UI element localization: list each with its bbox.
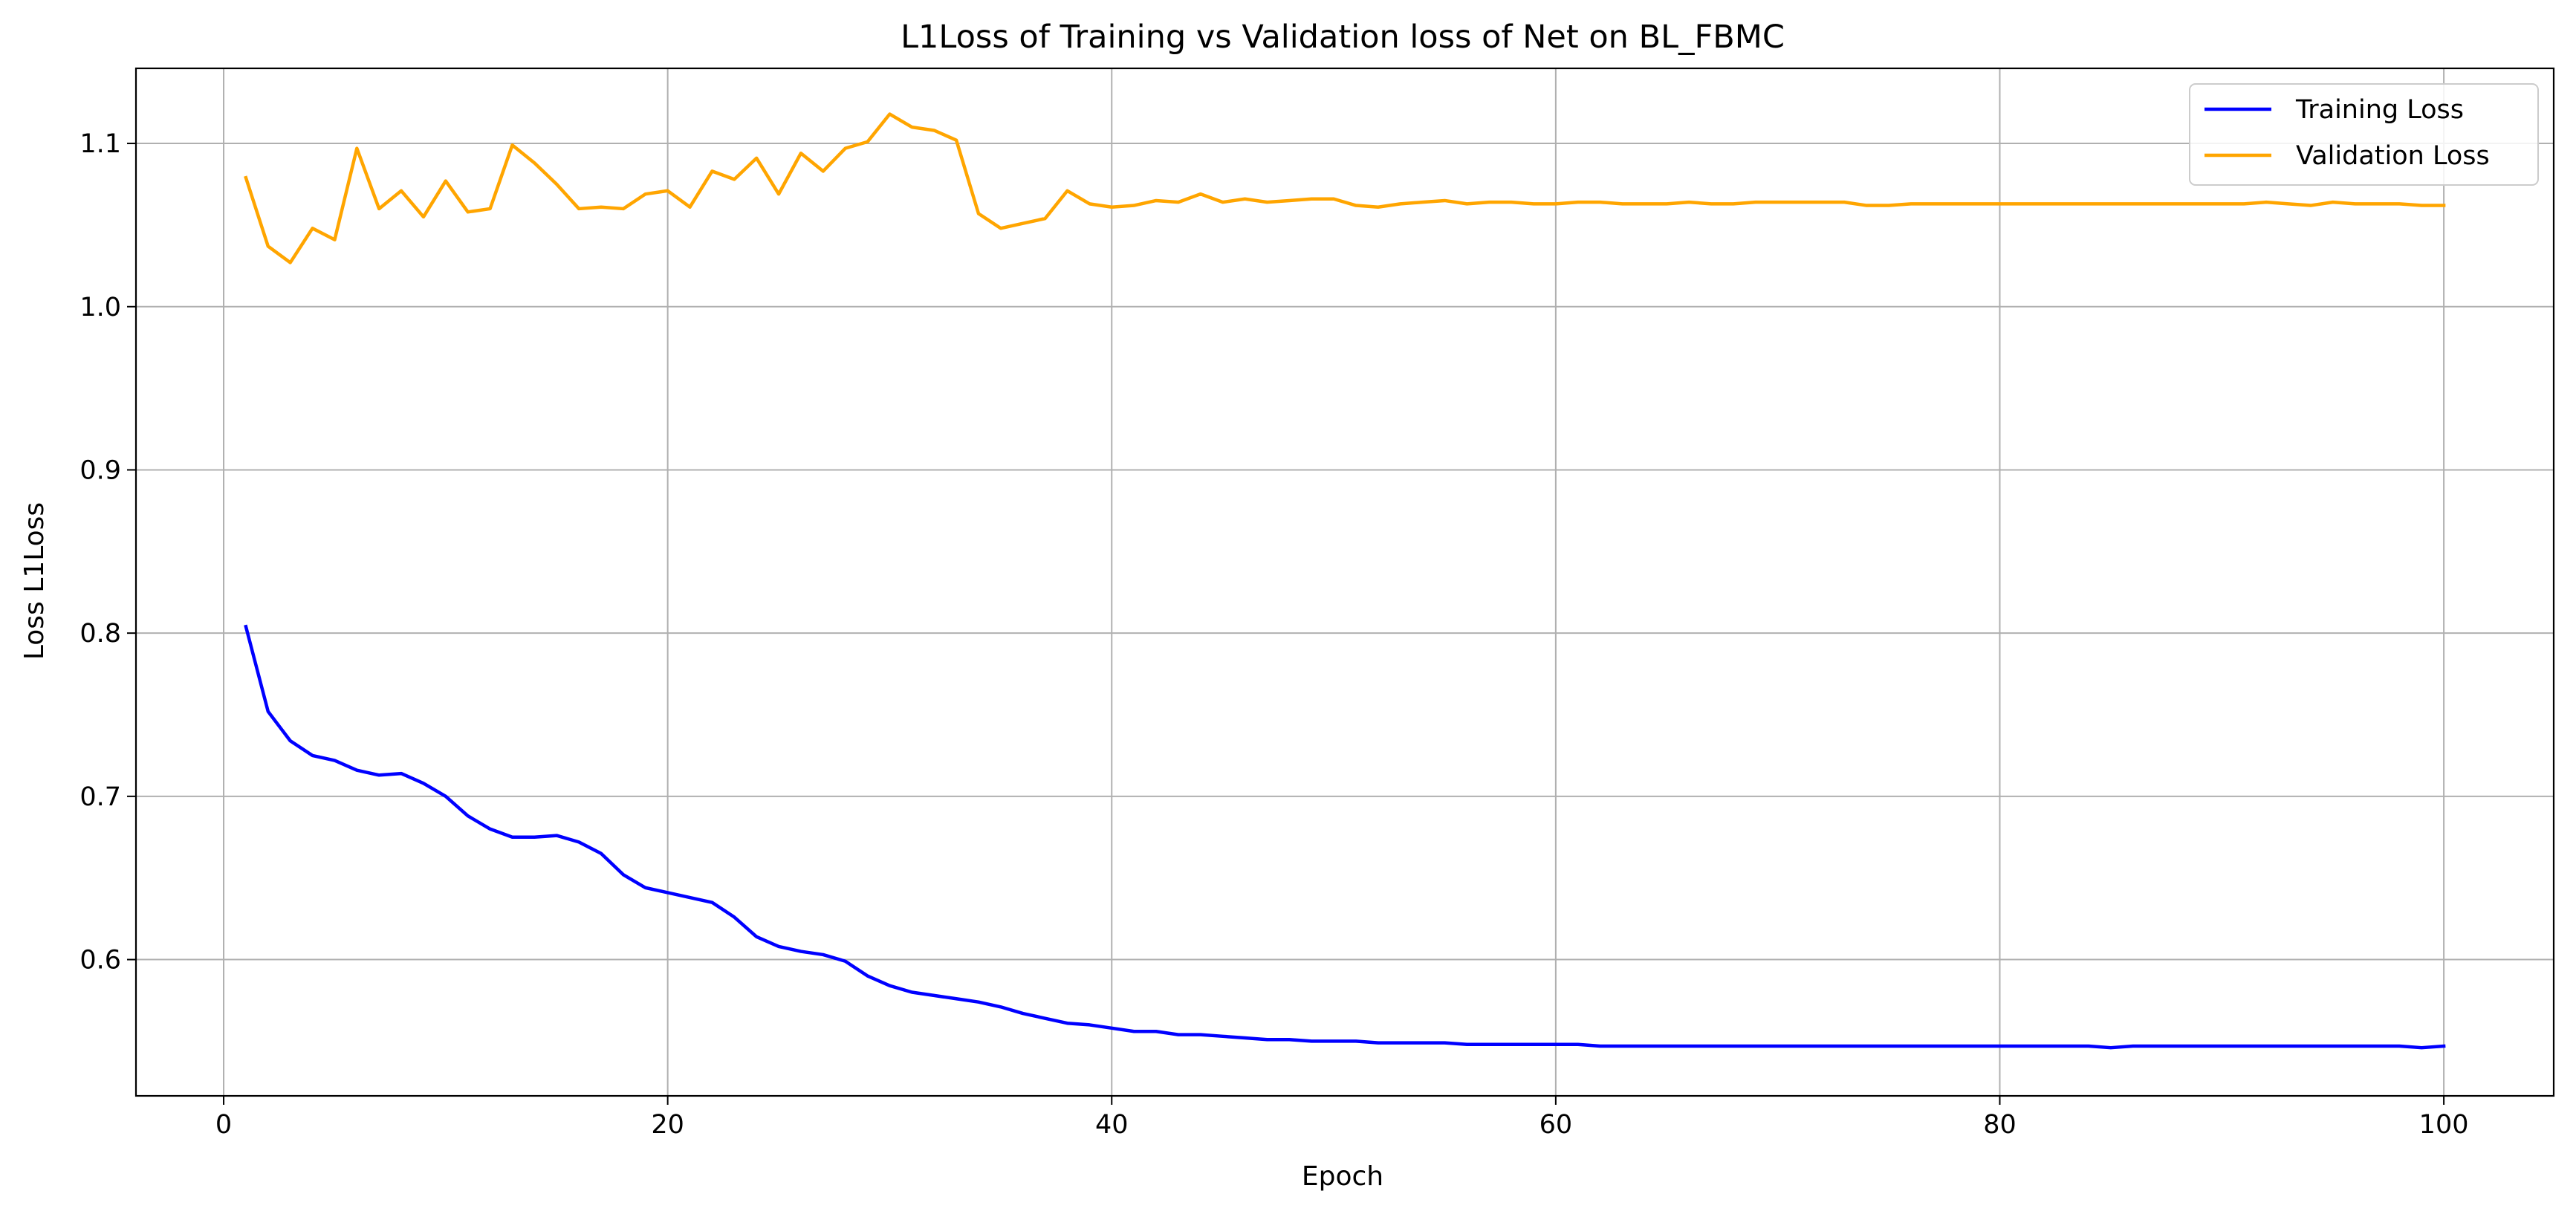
x-tick-label: 60: [1540, 1110, 1573, 1140]
y-axis-label: Loss L1Loss: [19, 502, 50, 660]
y-tick-label: 0.8: [80, 619, 121, 649]
x-tick-label: 40: [1095, 1110, 1129, 1140]
x-tick-label: 100: [2419, 1110, 2469, 1140]
y-tick-label: 1.1: [80, 129, 121, 159]
series-line-validation-loss: [244, 112, 2446, 264]
x-tick-label: 20: [651, 1110, 684, 1140]
plot-frame: [134, 67, 2555, 1097]
series-lines: [244, 112, 2446, 1050]
y-tick-label: 0.9: [80, 455, 121, 485]
legend-label-training-loss: Training Loss: [2295, 95, 2464, 125]
axis-ticks: 0 20 40 60 80 100 0.6 0.7 0.8 0.9 1.0 1.1: [80, 129, 2468, 1140]
legend: Training Loss Validation Loss: [2189, 83, 2539, 186]
x-tick-label: 80: [1983, 1110, 2017, 1140]
y-tick-label: 0.7: [80, 782, 121, 812]
y-tick-label: 0.6: [80, 946, 121, 976]
legend-label-validation-loss: Validation Loss: [2296, 141, 2490, 171]
chart-title: L1Loss of Training vs Validation loss of…: [901, 19, 1785, 56]
legend-box: [2189, 83, 2539, 186]
y-tick-label: 1.0: [80, 293, 121, 322]
series-line-training-loss: [244, 624, 2446, 1050]
x-axis-label: Epoch: [1302, 1161, 1383, 1192]
x-tick-label: 0: [215, 1110, 232, 1140]
grid: [136, 68, 2554, 1096]
